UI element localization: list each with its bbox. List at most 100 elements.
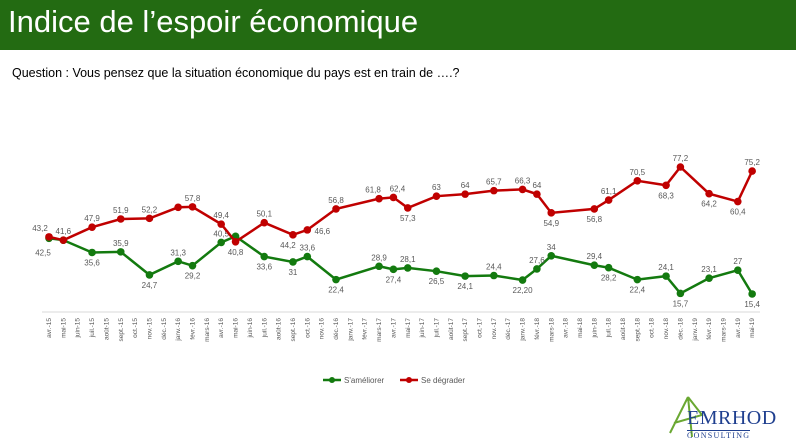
emrhod-logo: EMRHOD CONSULTING — [668, 395, 788, 440]
data-label: 63 — [432, 183, 441, 192]
x-tick-label: déc.-17 — [505, 318, 512, 340]
data-label: 46,6 — [315, 227, 331, 236]
data-label: 64,2 — [701, 200, 717, 209]
logo-sub: CONSULTING — [687, 430, 751, 440]
data-label: 23,1 — [701, 265, 717, 274]
data-label: 29,2 — [185, 272, 201, 281]
data-label: 24,1 — [457, 282, 473, 291]
data-point — [217, 238, 225, 247]
data-label: 31 — [288, 268, 297, 277]
legend: S'améliorer Se dégrader — [323, 376, 465, 385]
x-tick-label: nov.-17 — [491, 318, 498, 340]
series-s-ameliorer: 42,5 35,6 35,9 24,7 31,3 29,2 40,5 33,6 31 33,6 22… — [35, 229, 760, 309]
data-label: 27,4 — [386, 275, 402, 284]
data-label: 40,5 — [213, 229, 229, 238]
data-point — [88, 248, 96, 257]
data-point — [116, 248, 125, 256]
data-label: 35,9 — [113, 239, 129, 248]
data-label: 50,1 — [256, 210, 272, 219]
data-point — [260, 252, 269, 261]
data-label: 56,8 — [587, 215, 603, 224]
data-label: 27 — [733, 257, 742, 266]
data-point — [533, 190, 541, 198]
x-tick-label: déc.-16 — [333, 318, 340, 340]
x-tick-label: sept.-18 — [634, 318, 641, 342]
legend-marker — [329, 377, 335, 383]
data-label: 44,2 — [280, 241, 296, 250]
data-point — [289, 258, 297, 266]
x-tick-label: oct.-18 — [649, 318, 656, 338]
question-text: Question : Vous pensez que la situation … — [12, 66, 460, 80]
data-label: 29,4 — [587, 252, 603, 261]
x-tick-label: sept.-15 — [118, 318, 125, 342]
x-tick-label: avr.-15 — [46, 318, 53, 338]
x-tick-label: mai-15 — [60, 318, 67, 338]
data-point — [518, 185, 527, 194]
data-label: 57,8 — [185, 194, 201, 203]
data-label: 31,3 — [170, 248, 186, 257]
x-tick-label: févr.-16 — [190, 318, 197, 340]
data-point — [289, 231, 297, 239]
x-tick-label: juin-18 — [591, 318, 598, 339]
legend-label: S'améliorer — [344, 376, 385, 385]
data-point — [432, 267, 441, 275]
x-tick-label: nov.-16 — [319, 318, 326, 340]
series-line — [48, 234, 754, 295]
data-point — [590, 261, 599, 270]
data-label: 66,3 — [515, 176, 531, 185]
data-point — [734, 266, 742, 274]
data-point — [145, 214, 154, 223]
x-tick-label: janv.-16 — [175, 318, 182, 342]
x-tick-label: sept.-16 — [290, 318, 297, 342]
data-label: 24,1 — [658, 263, 674, 272]
x-tick-label: oct.-17 — [477, 318, 484, 338]
data-point — [490, 271, 498, 280]
x-tick-label: mars-16 — [204, 318, 211, 342]
data-point — [662, 272, 670, 280]
x-tick-label: févr.-17 — [362, 318, 369, 340]
data-label: 62,4 — [390, 184, 406, 193]
x-tick-label: juin-16 — [247, 318, 254, 339]
data-point — [174, 257, 182, 266]
x-tick-label: juil.-18 — [606, 318, 613, 339]
data-label: 33,6 — [300, 244, 316, 253]
x-tick-label: févr.-18 — [534, 318, 541, 340]
x-tick-label: mai-19 — [749, 318, 756, 338]
x-tick-label: avr.-16 — [218, 318, 225, 338]
data-point — [145, 271, 154, 279]
data-label: 26,5 — [429, 277, 445, 286]
data-label: 57,3 — [400, 214, 416, 223]
data-label: 34 — [547, 243, 556, 252]
data-point — [676, 163, 685, 171]
x-tick-label: mai-16 — [233, 318, 240, 338]
data-point — [188, 261, 197, 270]
x-tick-label: août-18 — [620, 318, 627, 340]
data-label: 15,7 — [673, 299, 689, 308]
data-label: 60,4 — [730, 208, 746, 217]
data-point — [533, 265, 541, 273]
logo-name: EMRHOD — [687, 407, 777, 429]
data-point — [590, 205, 599, 213]
data-label: 22,4 — [328, 286, 344, 295]
x-tick-label: juil.-17 — [433, 318, 440, 339]
series-line — [48, 165, 754, 244]
data-label: 43,2 — [32, 224, 48, 233]
x-tick-label: avr.-19 — [735, 318, 742, 338]
legend-label: Se dégrader — [421, 376, 465, 385]
data-point — [303, 252, 312, 261]
x-tick-label: juin-17 — [419, 318, 426, 339]
data-label: 51,9 — [113, 206, 129, 215]
data-point — [403, 204, 412, 212]
data-point — [375, 194, 383, 203]
x-tick-label: juil.-16 — [261, 318, 268, 339]
x-tick-label: mars-18 — [548, 318, 555, 342]
data-label: 28,1 — [400, 255, 416, 264]
data-label: 77,2 — [673, 154, 689, 163]
x-tick-label: févr.-19 — [706, 318, 713, 340]
data-label: 24,4 — [486, 263, 502, 272]
data-label: 15,4 — [744, 300, 760, 309]
x-tick-label: nov.-15 — [146, 318, 153, 340]
data-point — [303, 226, 312, 234]
data-point — [705, 189, 713, 198]
